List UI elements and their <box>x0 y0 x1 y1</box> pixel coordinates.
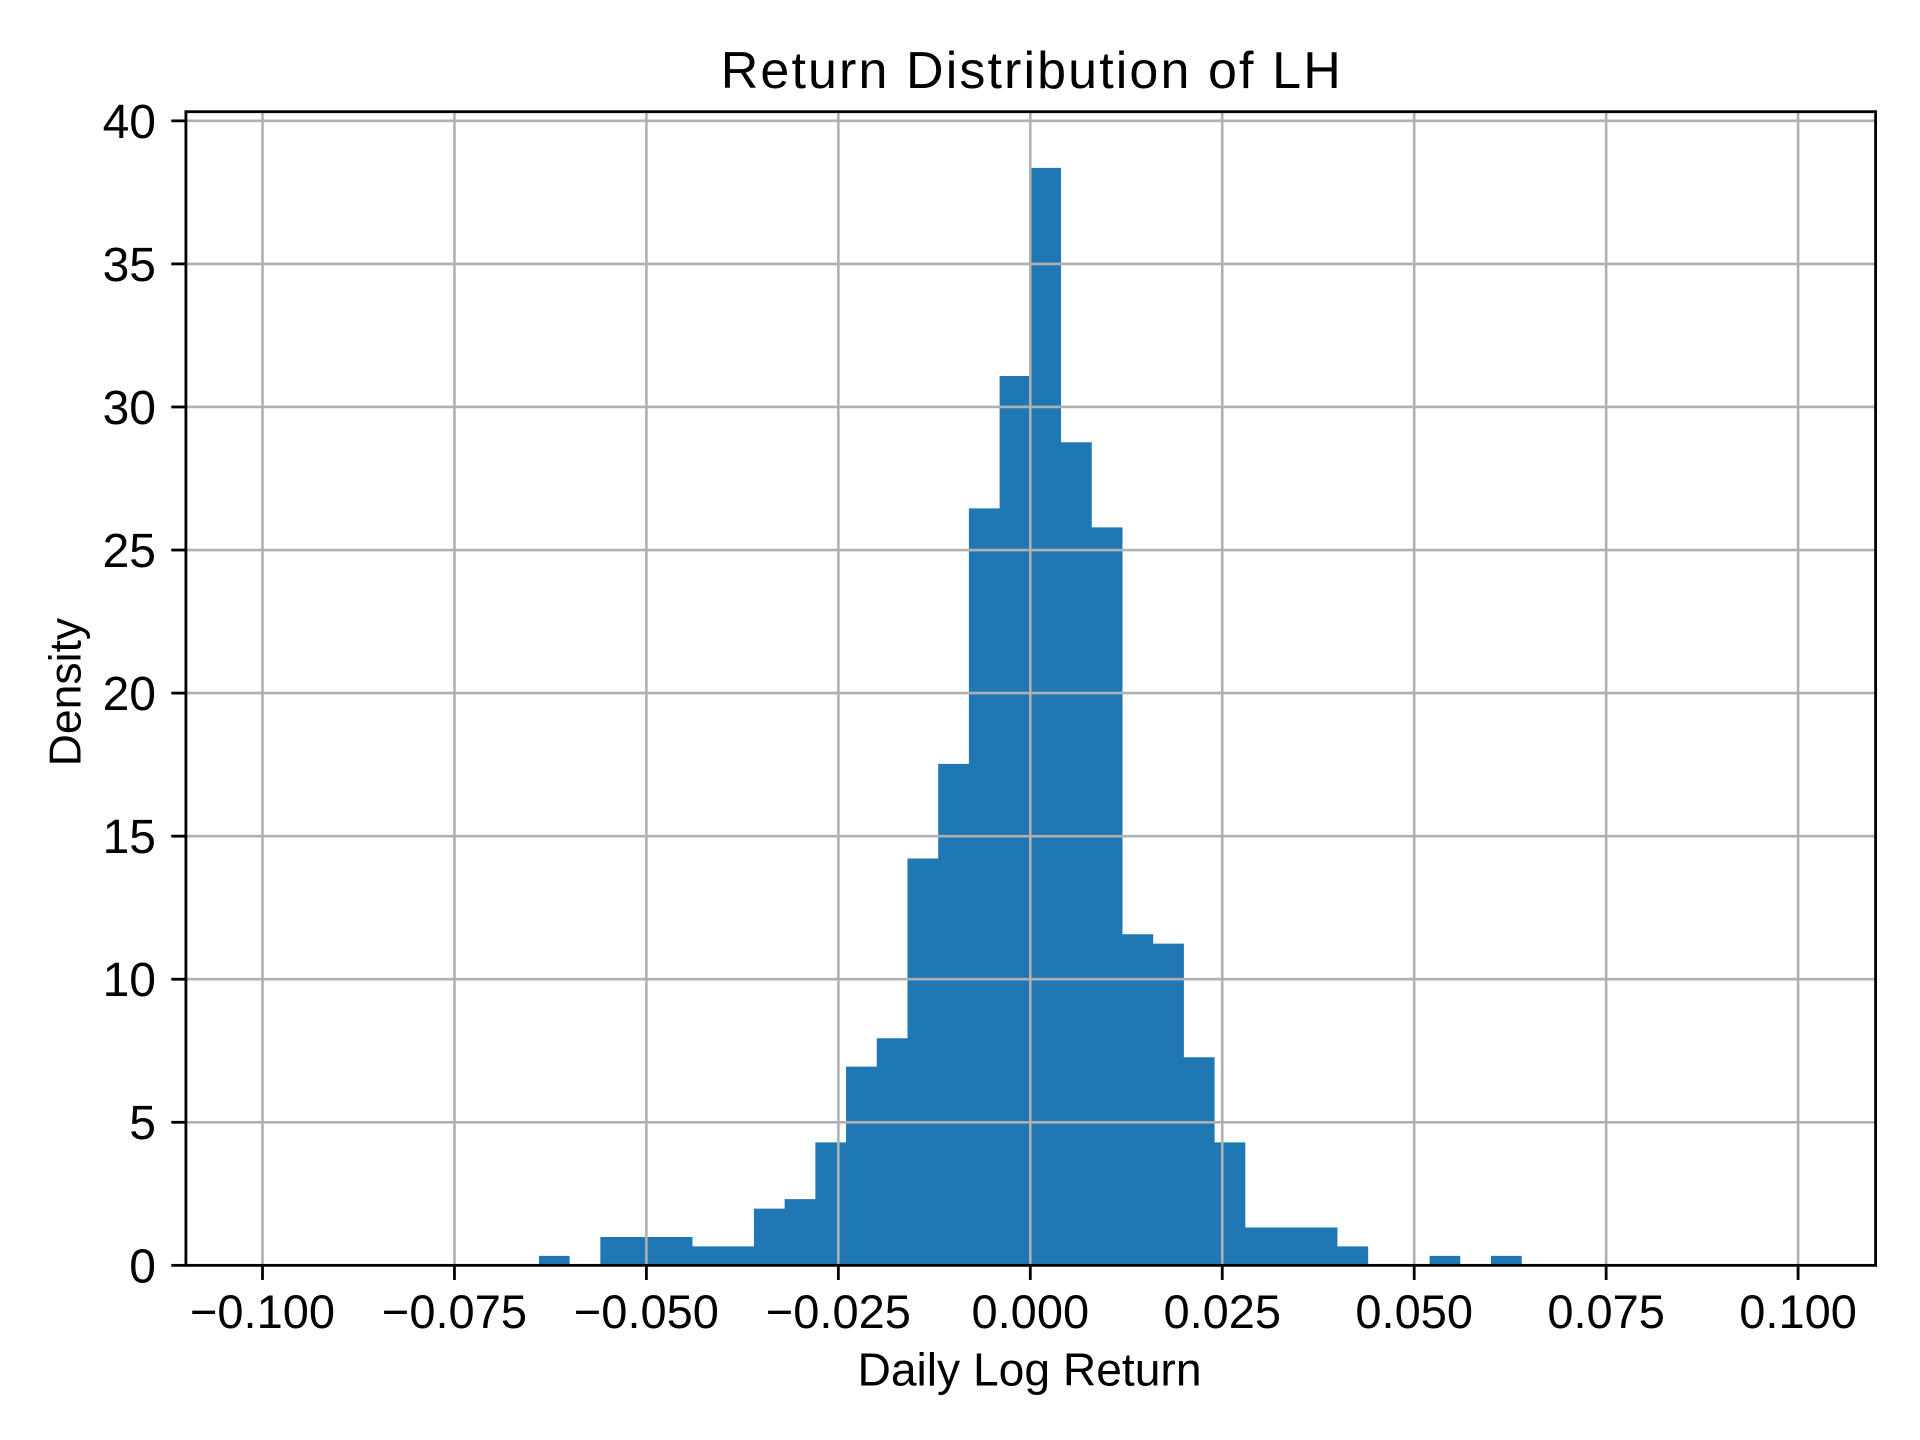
svg-text:40: 40 <box>103 96 156 149</box>
svg-text:0: 0 <box>129 1240 156 1293</box>
svg-text:−0.075: −0.075 <box>382 1285 527 1338</box>
svg-text:−0.050: −0.050 <box>574 1285 719 1338</box>
svg-text:Daily Log Return: Daily Log Return <box>857 1344 1201 1396</box>
svg-text:0.025: 0.025 <box>1163 1285 1281 1338</box>
svg-text:−0.025: −0.025 <box>766 1285 911 1338</box>
svg-text:30: 30 <box>103 382 156 435</box>
svg-text:0.000: 0.000 <box>971 1285 1089 1338</box>
svg-text:0.075: 0.075 <box>1547 1285 1665 1338</box>
svg-text:20: 20 <box>103 668 156 721</box>
svg-text:35: 35 <box>103 239 156 292</box>
svg-text:Density: Density <box>42 617 91 766</box>
svg-text:15: 15 <box>103 811 156 864</box>
svg-text:−0.100: −0.100 <box>190 1285 335 1338</box>
svg-text:10: 10 <box>103 954 156 1007</box>
svg-text:Return Distribution of LH: Return Distribution of LH <box>721 42 1341 100</box>
svg-text:25: 25 <box>103 525 156 578</box>
svg-text:5: 5 <box>129 1097 156 1150</box>
svg-text:0.050: 0.050 <box>1355 1285 1473 1338</box>
svg-text:0.100: 0.100 <box>1739 1285 1857 1338</box>
